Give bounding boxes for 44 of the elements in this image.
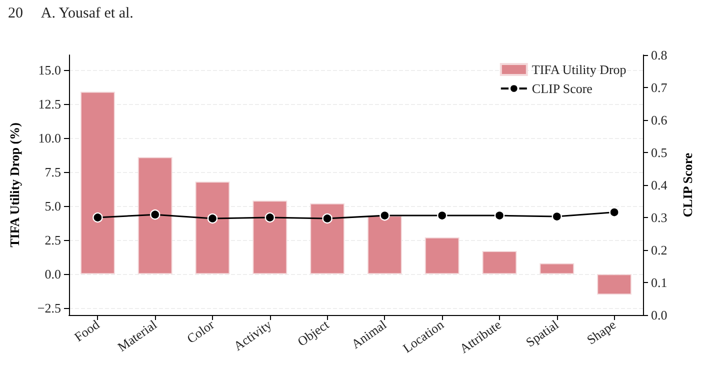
y-tick-label: 15.0 (38, 62, 61, 78)
y2-tick-label: 0.1 (651, 275, 668, 290)
point (380, 210, 390, 221)
bar (482, 251, 517, 274)
y2-tick-label: 0.4 (651, 178, 668, 192)
legend-label: CLIP Score (532, 81, 593, 96)
y-tick-label: −2.5 (37, 300, 61, 316)
point (609, 207, 620, 218)
x-tick-label: Shape (584, 316, 619, 348)
y2-tick-label: 0.2 (651, 242, 668, 258)
y-tick-label: 2.5 (44, 232, 61, 248)
point (437, 210, 448, 221)
y-axis-title: TIFA Utility Drop (%) (7, 122, 22, 248)
legend-label: TIFA Utility Drop (532, 62, 626, 77)
bar (310, 203, 345, 274)
point (150, 209, 160, 220)
y2-tick-label: 0.0 (651, 308, 668, 322)
y2-tick-label: 0.8 (651, 48, 668, 62)
x-tick-label: Color (184, 316, 218, 346)
point (264, 212, 275, 223)
bar (424, 237, 460, 274)
bar (597, 274, 632, 295)
bar (540, 263, 574, 274)
y-tick-label: 12.5 (38, 96, 61, 112)
bar (80, 92, 115, 274)
y-tick-label: 7.5 (44, 164, 61, 180)
y2-tick-label: 0.3 (651, 210, 668, 225)
y2-axis-title: CLIP Score (680, 152, 695, 218)
y-tick-label: 10.0 (38, 130, 61, 146)
bar (138, 157, 172, 274)
y2-tick-label: 0.5 (651, 145, 668, 160)
point (322, 213, 332, 224)
y-tick-label: 0.0 (44, 266, 61, 282)
point (92, 212, 103, 223)
point (207, 213, 218, 224)
y2-tick-label: 0.7 (651, 80, 668, 95)
y-tick-label: 5.0 (44, 198, 61, 214)
point (552, 211, 562, 222)
point (494, 210, 505, 221)
bar (252, 200, 288, 274)
y2-tick-label: 0.6 (651, 112, 668, 128)
bar (195, 182, 230, 274)
bar (367, 216, 402, 274)
text: 20 A. Yousaf et al. (8, 6, 134, 22)
